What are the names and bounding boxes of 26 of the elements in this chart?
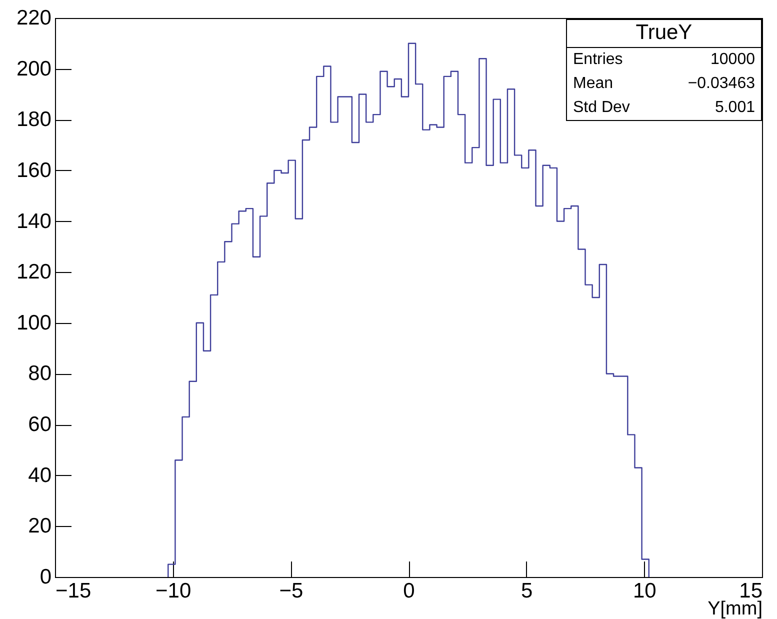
y-tick-label: 220 bbox=[16, 6, 52, 30]
annotation: Std Dev bbox=[573, 99, 630, 117]
annotation: −0.03463 bbox=[688, 75, 755, 93]
x-tick-label: 5 bbox=[520, 580, 533, 602]
y-tick-label: 160 bbox=[16, 158, 52, 182]
y-tick-label: 20 bbox=[28, 514, 52, 538]
x-axis-title: Y[mm] bbox=[708, 598, 762, 619]
y-tick-label: 0 bbox=[40, 566, 52, 588]
y-tick-label: 120 bbox=[16, 260, 52, 284]
annotation: Mean bbox=[573, 75, 614, 93]
x-tick-label: 0 bbox=[403, 580, 415, 602]
x-tick-label: −15 bbox=[56, 580, 92, 602]
y-tick-label: 180 bbox=[16, 108, 52, 132]
y-tick-label: 40 bbox=[28, 464, 52, 487]
y-tick-label: 60 bbox=[28, 413, 52, 436]
x-tick-label: −10 bbox=[156, 580, 192, 602]
y-tick-label: 100 bbox=[16, 311, 52, 334]
y-tick-label: 80 bbox=[28, 362, 52, 386]
x-tick-label: −5 bbox=[279, 580, 304, 602]
annotation: Entries bbox=[573, 51, 623, 69]
annotation: 5.001 bbox=[714, 99, 755, 117]
annotation: 10000 bbox=[710, 51, 755, 69]
annotation: TrueY bbox=[567, 20, 761, 48]
x-tick-label: 10 bbox=[632, 580, 656, 602]
y-tick-label: 200 bbox=[16, 57, 52, 80]
y-tick-label: 140 bbox=[16, 210, 52, 233]
